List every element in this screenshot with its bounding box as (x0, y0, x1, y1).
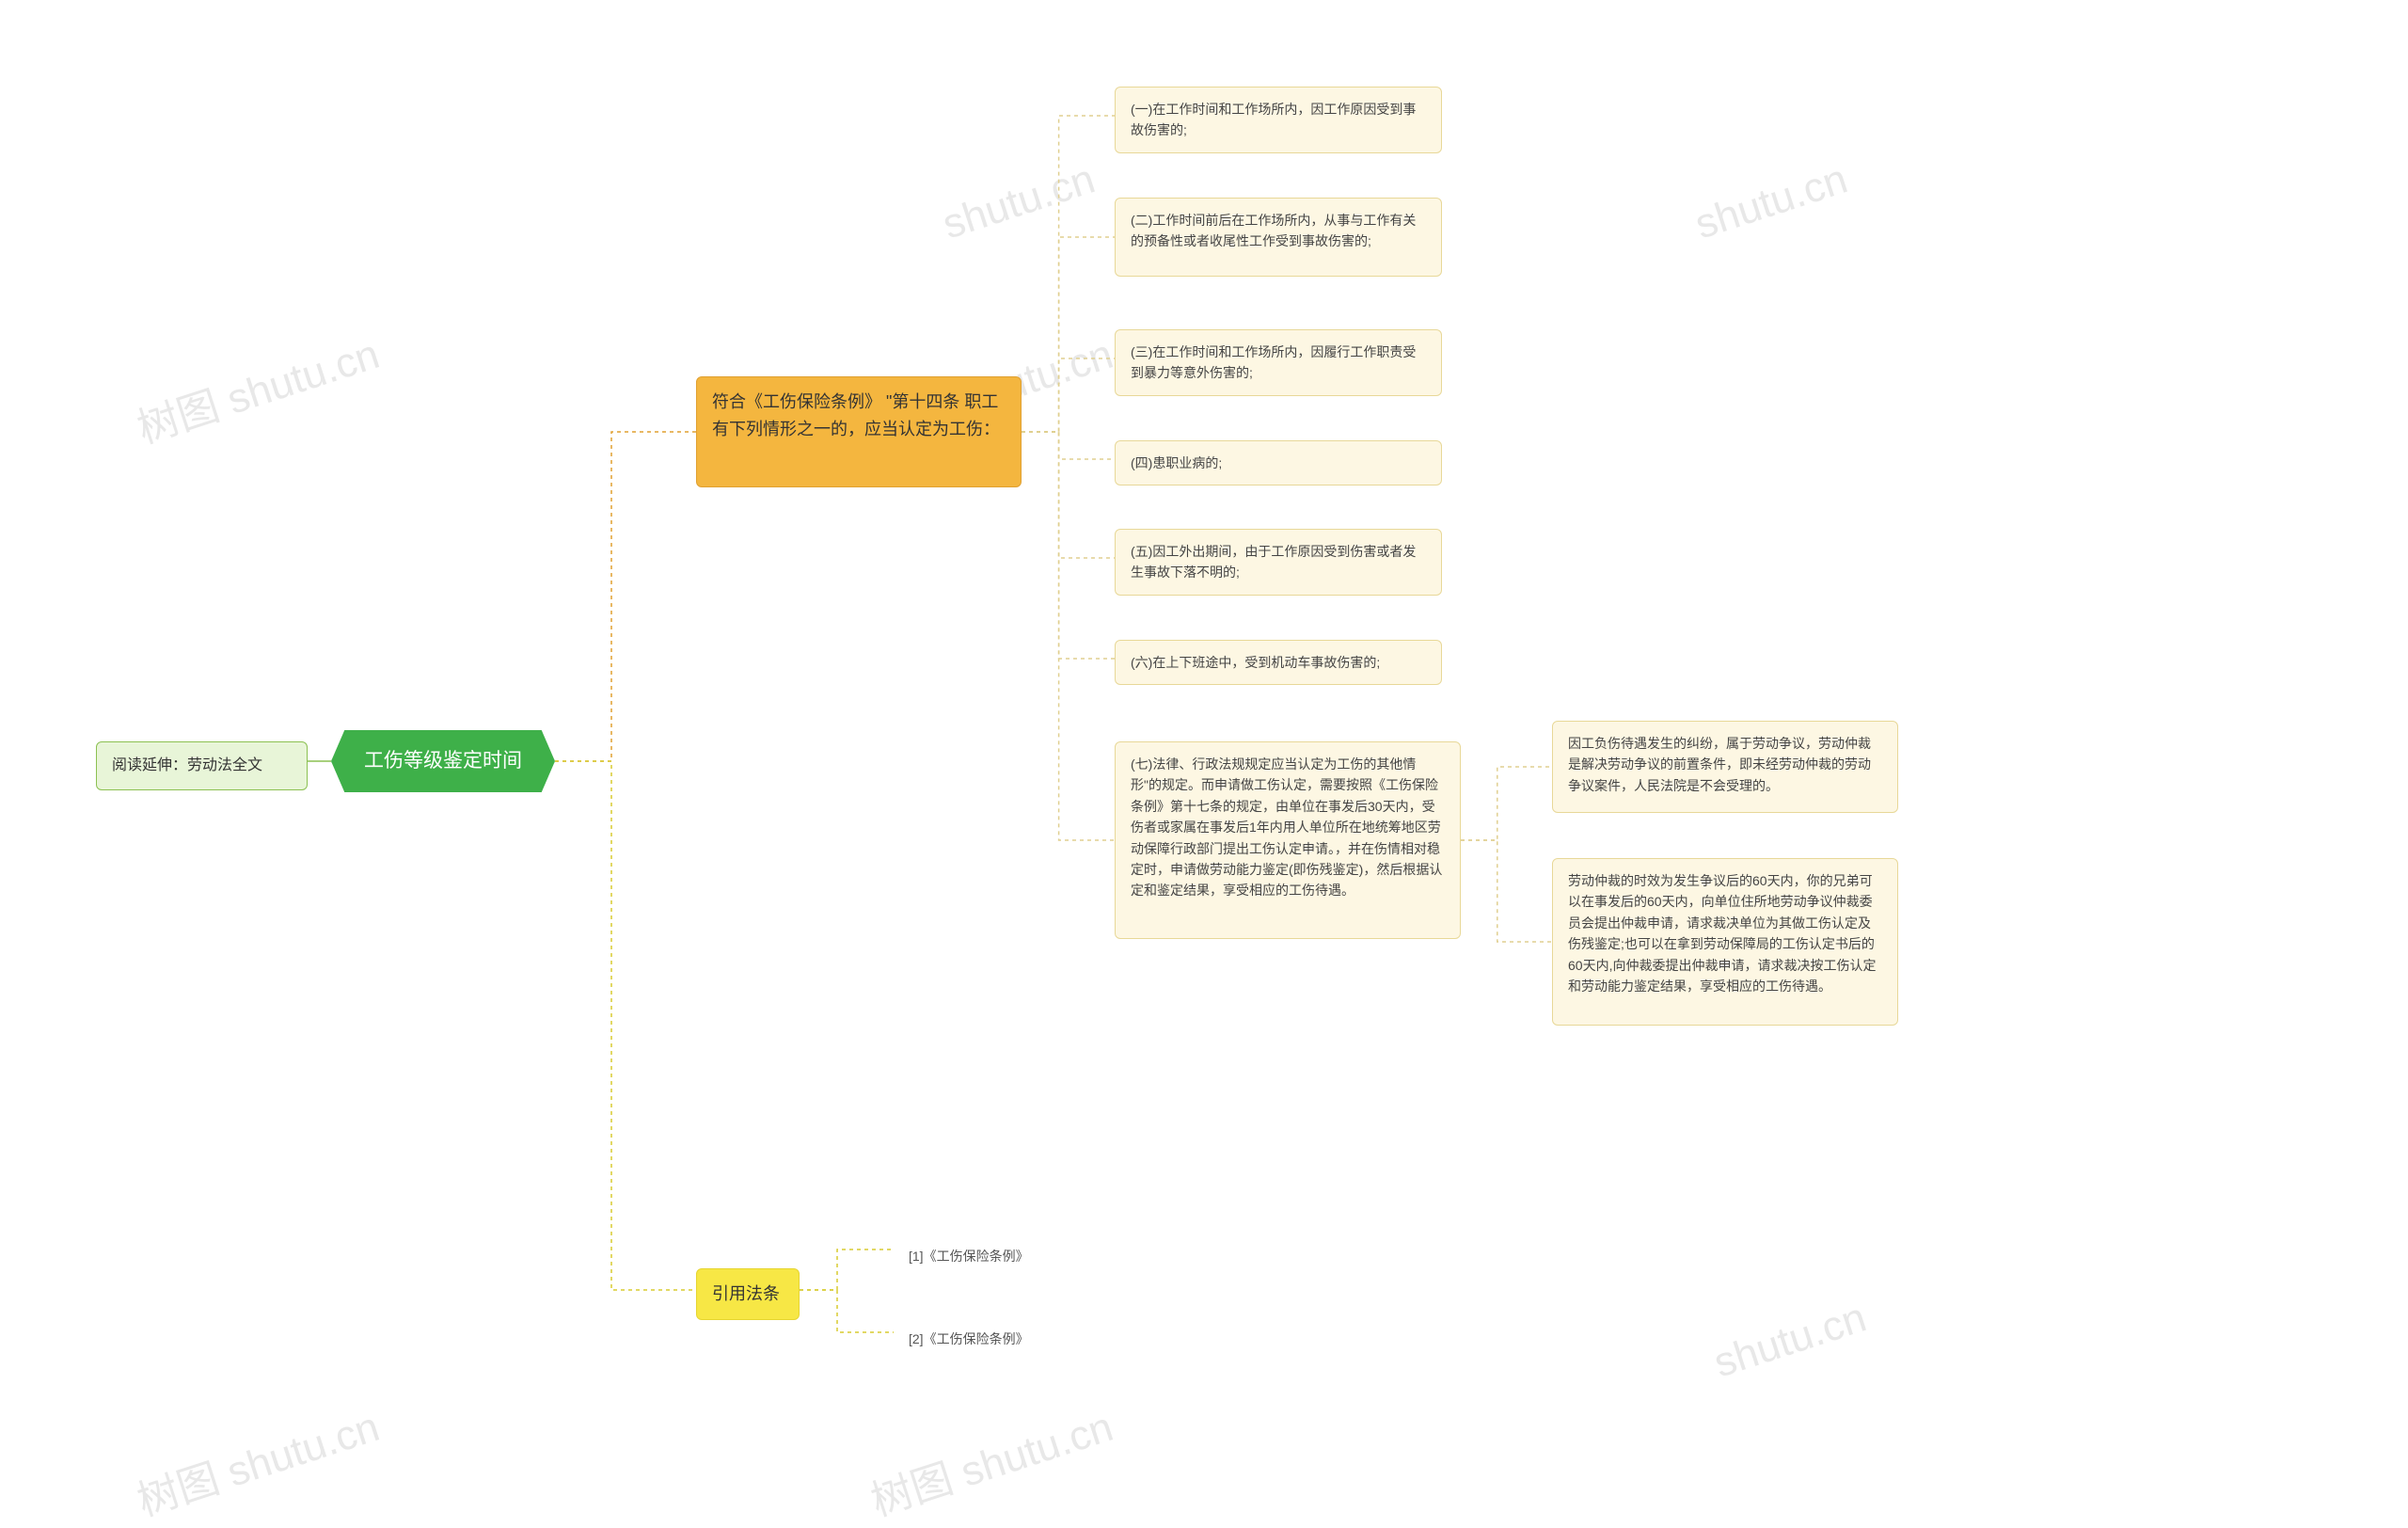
node-branch1[interactable]: 符合《工伤保险条例》 "第十四条 职工有下列情形之一的，应当认定为工伤： (696, 376, 1022, 487)
node-side[interactable]: 阅读延伸：劳动法全文 (96, 741, 308, 790)
node-l1[interactable]: (一)在工作时间和工作场所内，因工作原因受到事故伤害的; (1115, 87, 1442, 153)
node-l5[interactable]: (五)因工外出期间，由于工作原因受到伤害或者发生事故下落不明的; (1115, 529, 1442, 596)
edge-branch2-r1 (800, 1249, 894, 1290)
edge-branch1-l4 (1022, 432, 1115, 459)
watermark: 树图 shutu.cn (129, 320, 386, 454)
node-l7[interactable]: (七)法律、行政法规规定应当认定为工伤的其他情形"的规定。而申请做工伤认定，需要… (1115, 741, 1461, 939)
node-l3[interactable]: (三)在工作时间和工作场所内，因履行工作职责受到暴力等意外伤害的; (1115, 329, 1442, 396)
edge-branch1-l5 (1022, 432, 1115, 558)
edge-root-branch1 (555, 432, 696, 761)
node-root[interactable]: 工伤等级鉴定时间 (331, 730, 555, 792)
node-r1[interactable]: [1]《工伤保险条例》 (894, 1234, 1063, 1278)
node-r2[interactable]: [2]《工伤保险条例》 (894, 1317, 1063, 1361)
edge-branch2-r2 (800, 1290, 894, 1332)
node-l6[interactable]: (六)在上下班途中，受到机动车事故伤害的; (1115, 640, 1442, 685)
watermark: 树图 shutu.cn (129, 1393, 386, 1527)
edge-branch1-l1 (1022, 116, 1115, 432)
watermark: shutu.cn (937, 156, 1101, 249)
edge-branch1-l3 (1022, 358, 1115, 432)
watermark: 树图 shutu.cn (863, 1393, 1119, 1527)
node-branch2[interactable]: 引用法条 (696, 1268, 800, 1320)
edge-branch1-l2 (1022, 237, 1115, 432)
node-l7a[interactable]: 因工负伤待遇发生的纠纷，属于劳动争议，劳动仲裁是解决劳动争议的前置条件，即未经劳… (1552, 721, 1898, 813)
edge-l7-l7a (1461, 767, 1552, 840)
node-l4[interactable]: (四)患职业病的; (1115, 440, 1442, 485)
edge-l7-l7b (1461, 840, 1552, 942)
node-l7b[interactable]: 劳动仲裁的时效为发生争议后的60天内，你的兄弟可以在事发后的60天内，向单位住所… (1552, 858, 1898, 1026)
node-l2[interactable]: (二)工作时间前后在工作场所内，从事与工作有关的预备性或者收尾性工作受到事故伤害… (1115, 198, 1442, 277)
watermark: shutu.cn (1708, 1295, 1872, 1388)
edge-root-branch2 (555, 761, 696, 1290)
edge-branch1-l7 (1022, 432, 1115, 840)
edge-branch1-l6 (1022, 432, 1115, 659)
watermark: shutu.cn (1689, 156, 1853, 249)
